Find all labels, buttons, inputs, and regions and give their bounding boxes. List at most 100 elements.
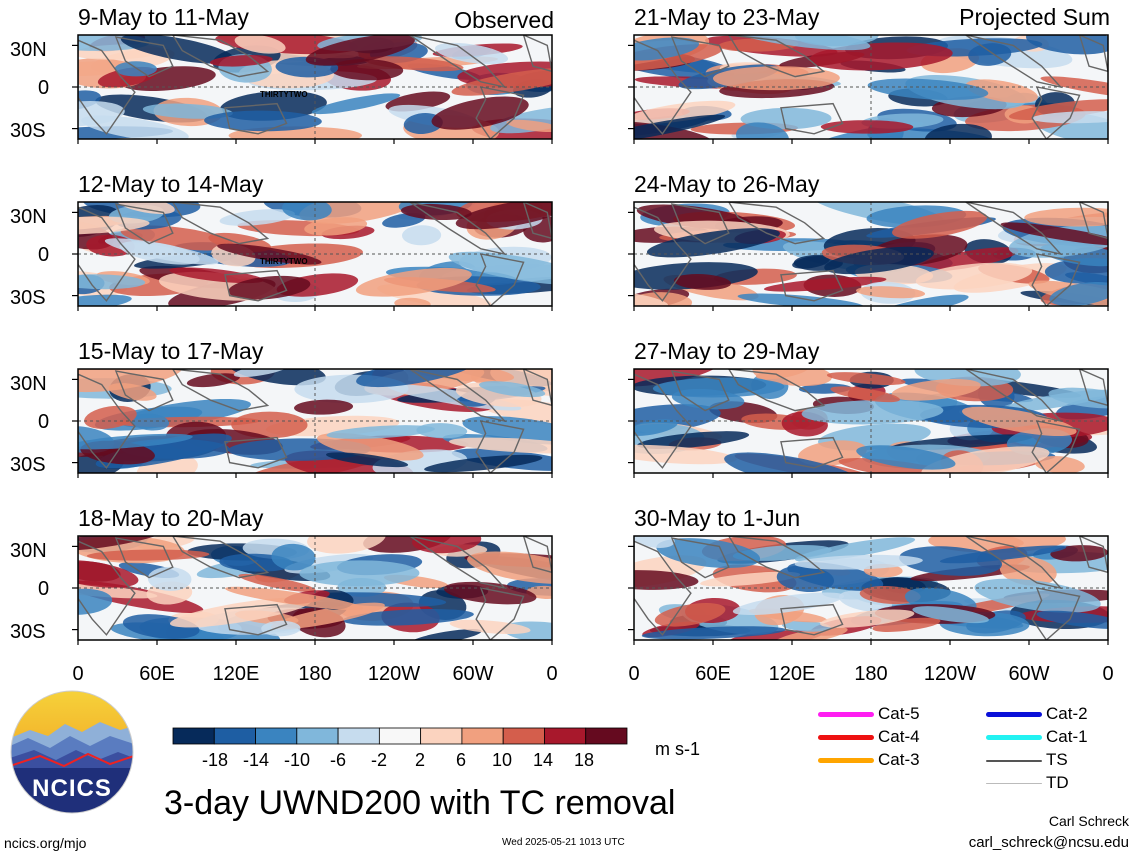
coastline — [114, 203, 174, 245]
lat-label: 30S — [10, 454, 46, 476]
legend-item-ts: TS — [986, 751, 1068, 768]
coastline — [1078, 369, 1108, 407]
lon-label: 0 — [546, 663, 558, 685]
legend-line-icon — [986, 735, 1042, 741]
lon-label: 0 — [72, 663, 84, 685]
coastline — [114, 370, 174, 412]
coastline — [634, 373, 692, 469]
legend-item-cat4: Cat-4 — [818, 728, 920, 745]
coastline — [1078, 202, 1108, 240]
colorbar-tick: -18 — [201, 750, 229, 770]
colorbar-units: m s-1 — [655, 739, 700, 759]
map-panel — [628, 34, 1109, 144]
coastline — [1078, 536, 1108, 574]
coastline — [114, 537, 174, 579]
coastline — [780, 436, 844, 469]
legend-item-cat1: Cat-1 — [986, 728, 1088, 745]
footer-email[interactable]: carl_schreck@ncsu.edu — [968, 834, 1129, 851]
lat-label: 30S — [10, 287, 46, 309]
lon-label: 120E — [212, 663, 260, 685]
legend-item-cat3: Cat-3 — [818, 751, 920, 768]
coastline — [670, 203, 730, 245]
colorbar-tick: 6 — [455, 750, 467, 770]
coastline — [78, 540, 136, 636]
coastline — [475, 86, 525, 139]
lon-label: 0 — [1102, 663, 1114, 685]
coastline — [1031, 420, 1081, 473]
lon-label: 180 — [854, 663, 888, 685]
map-panel — [628, 368, 1109, 478]
panel-title: 18-May to 20-May — [78, 505, 264, 531]
coastline — [1031, 253, 1081, 306]
coastline — [1078, 35, 1108, 73]
lat-label: 0 — [38, 578, 50, 600]
lon-label: 60E — [695, 663, 731, 685]
panel-tag-observed: Observed — [454, 7, 554, 33]
colorbar-swatch — [337, 727, 380, 745]
coastline — [78, 39, 136, 135]
coastline — [224, 102, 288, 135]
logo-text: NCICS — [32, 775, 112, 802]
lon-label: 180 — [298, 663, 332, 685]
coastline — [224, 603, 288, 636]
colorbar-tick: 14 — [532, 750, 554, 770]
colorbar-swatch — [255, 727, 298, 745]
coastline — [171, 35, 270, 78]
footer-timestamp: Wed 2025-05-21 1013 UTC — [502, 837, 625, 848]
lat-label: 30N — [10, 373, 47, 395]
main-title: 3-day UWND200 with TC removal — [164, 784, 676, 822]
map-panel — [72, 34, 553, 144]
colorbar-tick: 2 — [414, 750, 426, 770]
legend-line-icon — [818, 712, 874, 718]
coastline — [522, 202, 552, 240]
lat-label: 30S — [10, 120, 46, 142]
panel-title: 15-May to 17-May — [78, 338, 264, 364]
coastline — [727, 536, 826, 579]
legend-line-icon — [986, 712, 1042, 718]
coastline — [522, 536, 552, 574]
coastline — [224, 269, 288, 302]
colorbar-swatch — [544, 727, 587, 745]
colorbar-swatch — [172, 727, 215, 745]
lon-label: 120E — [768, 663, 816, 685]
colorbar-tick: 10 — [491, 750, 513, 770]
map-panel — [628, 201, 1109, 311]
footer-author: Carl Schreck — [1048, 813, 1129, 829]
coastline — [634, 206, 692, 302]
panel-title: 21-May to 23-May — [634, 4, 820, 30]
coastline — [727, 202, 826, 245]
lon-label: 60W — [452, 663, 494, 685]
lat-label: 30N — [10, 39, 47, 61]
legend-line-icon — [818, 735, 874, 741]
coastline — [780, 603, 844, 636]
legend-line-icon — [986, 759, 1042, 762]
colorbar-swatch — [585, 727, 628, 745]
lon-label: 60W — [1008, 663, 1050, 685]
coastline — [670, 537, 730, 579]
coastline — [780, 102, 844, 135]
coastline — [634, 540, 692, 636]
panel-title: 27-May to 29-May — [634, 338, 820, 364]
colorbar-tick: -6 — [329, 750, 347, 770]
panel-title: 30-May to 1-Jun — [634, 505, 801, 531]
colorbar-swatch — [378, 727, 422, 745]
map-panels: THIRTYTWO THIRTYTWO — [72, 34, 1109, 645]
legend-item-cat5: Cat-5 — [818, 705, 920, 722]
lat-label: 30S — [10, 621, 46, 643]
lon-label: 60E — [139, 663, 175, 685]
colorbar-swatch — [502, 727, 545, 745]
ncics-logo: NCICS — [10, 690, 134, 814]
coastline — [78, 373, 136, 469]
tc-label: THIRTYTWO — [260, 90, 308, 99]
colorbar-swatch — [213, 727, 256, 745]
coastline — [171, 369, 270, 412]
coastline — [522, 35, 552, 73]
lon-label: 120W — [367, 663, 421, 685]
colorbar-tick: -14 — [242, 750, 270, 770]
lat-label: 30N — [10, 540, 47, 562]
colorbar-swatch — [420, 727, 463, 745]
colorbar-tick: 18 — [573, 750, 595, 770]
lon-label: 0 — [628, 663, 640, 685]
footer-site-link[interactable]: ncics.org/mjo — [4, 835, 87, 851]
colorbar-tick: -10 — [283, 750, 311, 770]
